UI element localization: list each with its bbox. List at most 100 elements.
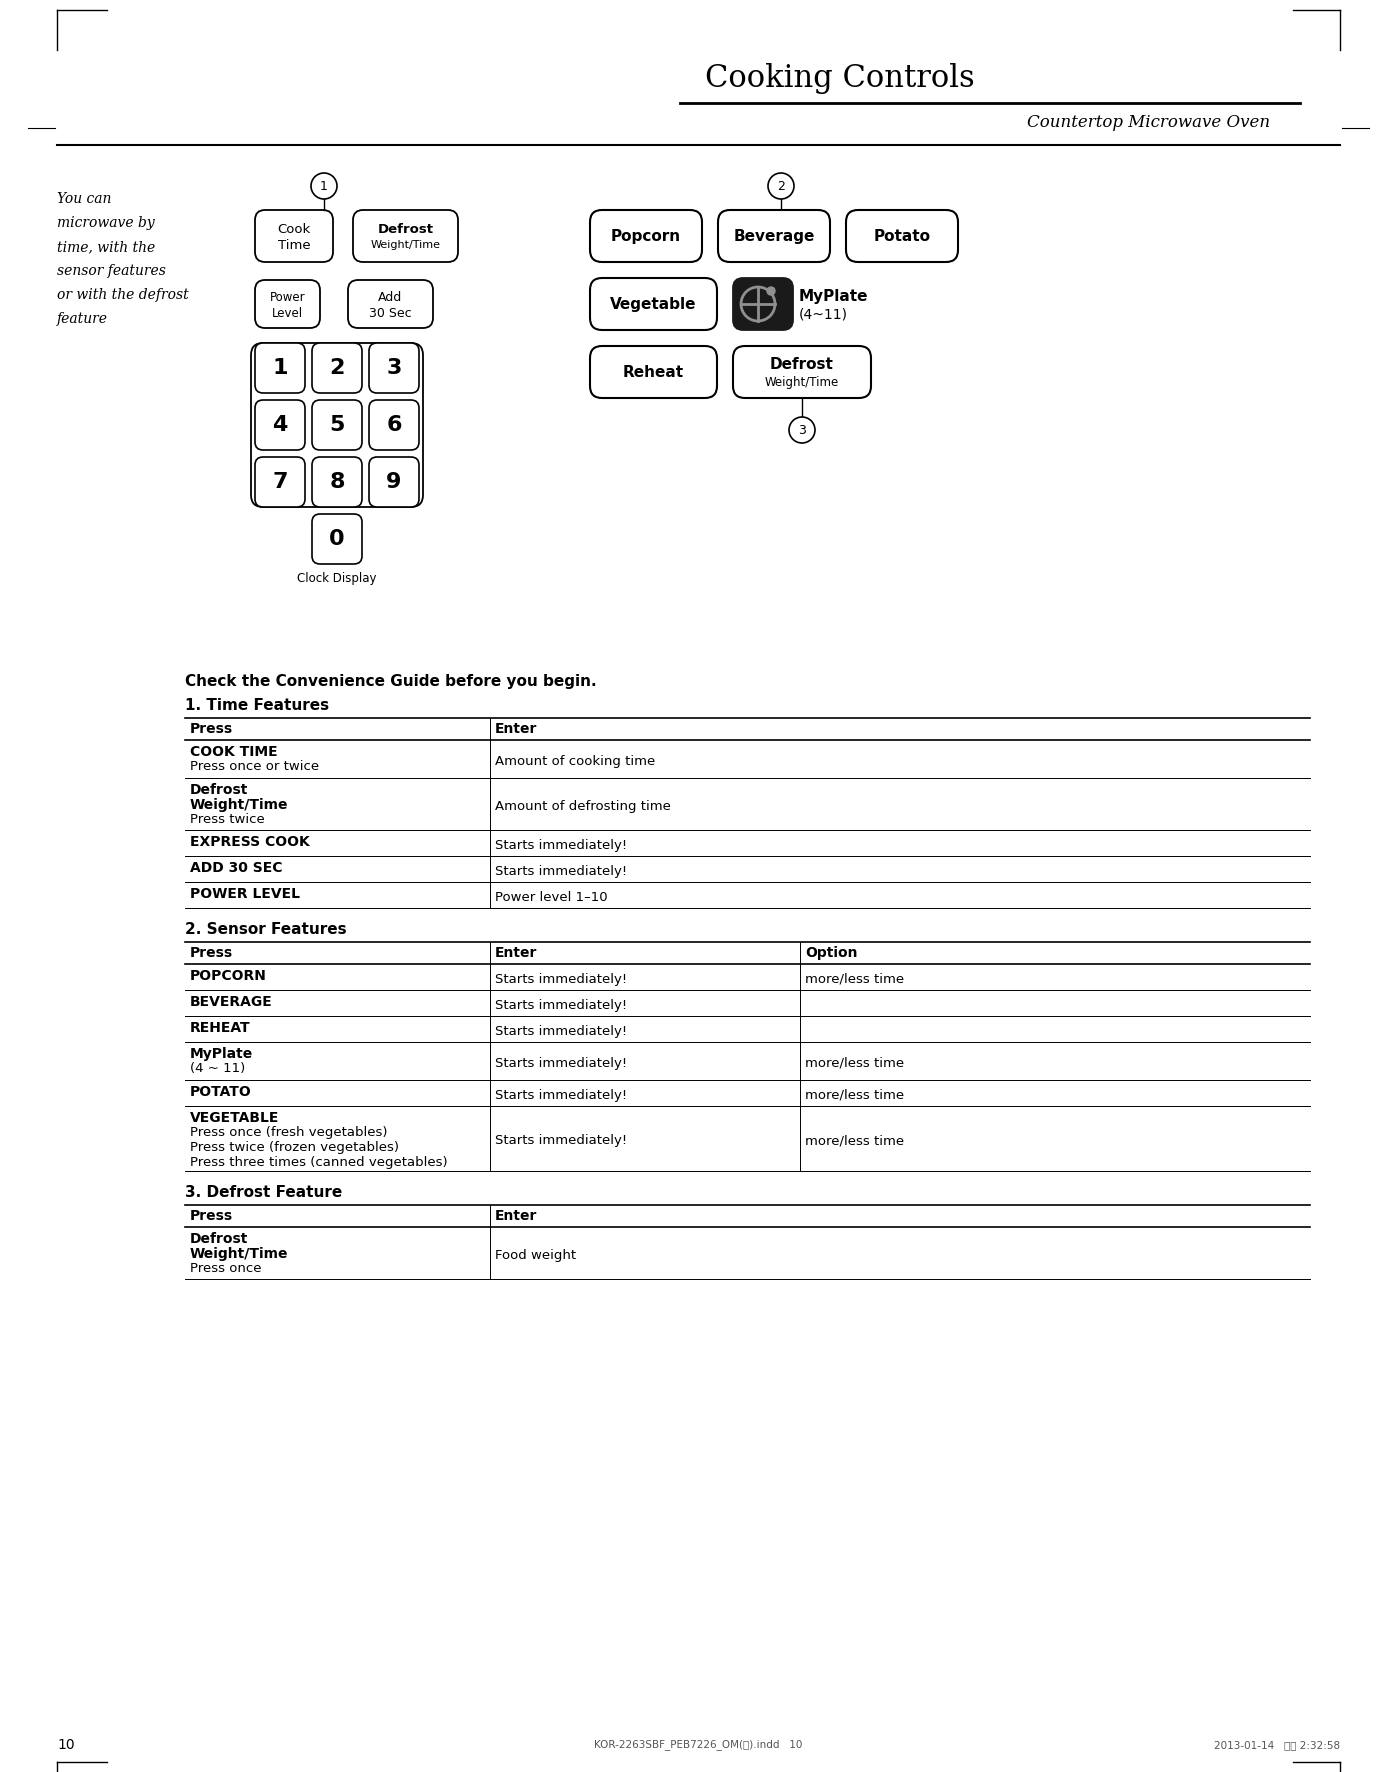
FancyBboxPatch shape xyxy=(256,457,305,507)
Text: Press: Press xyxy=(190,1209,233,1223)
Text: Starts immediately!: Starts immediately! xyxy=(495,998,627,1012)
Text: 1: 1 xyxy=(320,179,328,193)
Text: You can
microwave by
time, with the
sensor features
or with the defrost
feature: You can microwave by time, with the sens… xyxy=(57,191,189,326)
Text: Enter: Enter xyxy=(495,946,538,960)
Text: Clock Display: Clock Display xyxy=(298,572,377,585)
Text: Add: Add xyxy=(379,291,402,303)
Text: Starts immediately!: Starts immediately! xyxy=(495,865,627,877)
Text: BEVERAGE: BEVERAGE xyxy=(190,996,272,1008)
Text: VEGETABLE: VEGETABLE xyxy=(190,1111,279,1125)
Text: 3: 3 xyxy=(387,358,402,377)
Text: Cooking Controls: Cooking Controls xyxy=(705,62,975,94)
Text: 6: 6 xyxy=(386,415,402,434)
Text: Level: Level xyxy=(272,307,303,319)
FancyBboxPatch shape xyxy=(369,344,419,393)
Circle shape xyxy=(767,287,775,294)
FancyBboxPatch shape xyxy=(590,278,717,330)
Text: Starts immediately!: Starts immediately! xyxy=(495,1088,627,1102)
Text: (4~11): (4~11) xyxy=(799,307,848,321)
Text: more/less time: more/less time xyxy=(805,1134,904,1146)
Text: Popcorn: Popcorn xyxy=(610,229,682,243)
Text: 7: 7 xyxy=(272,471,288,493)
Text: KOR-2263SBF_PEB7226_OM(영).indd   10: KOR-2263SBF_PEB7226_OM(영).indd 10 xyxy=(594,1740,802,1751)
Text: 3. Defrost Feature: 3. Defrost Feature xyxy=(184,1185,342,1200)
Text: Defrost: Defrost xyxy=(190,783,249,797)
Text: more/less time: more/less time xyxy=(805,973,904,985)
Text: Vegetable: Vegetable xyxy=(610,296,697,312)
FancyBboxPatch shape xyxy=(369,400,419,450)
Text: Press twice: Press twice xyxy=(190,813,265,826)
Text: 9: 9 xyxy=(387,471,402,493)
Text: Press: Press xyxy=(190,721,233,735)
Text: Time: Time xyxy=(278,239,310,252)
FancyBboxPatch shape xyxy=(256,211,332,262)
Text: Power: Power xyxy=(270,291,306,303)
FancyBboxPatch shape xyxy=(590,211,703,262)
Text: EXPRESS COOK: EXPRESS COOK xyxy=(190,835,310,849)
Text: 4: 4 xyxy=(272,415,288,434)
FancyBboxPatch shape xyxy=(718,211,830,262)
Text: Defrost: Defrost xyxy=(770,356,834,372)
Text: Check the Convenience Guide before you begin.: Check the Convenience Guide before you b… xyxy=(184,673,597,689)
Text: COOK TIME: COOK TIME xyxy=(190,744,278,758)
Text: 2. Sensor Features: 2. Sensor Features xyxy=(184,921,346,937)
Text: Cook: Cook xyxy=(278,223,310,236)
Text: Food weight: Food weight xyxy=(495,1249,576,1262)
FancyBboxPatch shape xyxy=(369,457,419,507)
Text: Enter: Enter xyxy=(495,721,538,735)
FancyBboxPatch shape xyxy=(251,344,423,507)
FancyBboxPatch shape xyxy=(312,514,362,563)
Text: Starts immediately!: Starts immediately! xyxy=(495,973,627,985)
Text: MyPlate: MyPlate xyxy=(190,1047,253,1061)
Text: 1. Time Features: 1. Time Features xyxy=(184,698,330,712)
Text: 2: 2 xyxy=(777,179,785,193)
Text: Press twice (frozen vegetables): Press twice (frozen vegetables) xyxy=(190,1141,400,1154)
Text: Defrost: Defrost xyxy=(377,223,433,236)
FancyBboxPatch shape xyxy=(733,346,870,399)
Text: Enter: Enter xyxy=(495,1209,538,1223)
Text: more/less time: more/less time xyxy=(805,1088,904,1102)
Text: Starts immediately!: Starts immediately! xyxy=(495,1056,627,1070)
Text: Press: Press xyxy=(190,946,233,960)
Text: POTATO: POTATO xyxy=(190,1084,251,1099)
Text: Weight/Time: Weight/Time xyxy=(190,797,289,812)
Text: POPCORN: POPCORN xyxy=(190,969,267,983)
Text: Amount of defrosting time: Amount of defrosting time xyxy=(495,799,671,813)
Text: Starts immediately!: Starts immediately! xyxy=(495,838,627,852)
Text: Press once or twice: Press once or twice xyxy=(190,760,319,773)
FancyBboxPatch shape xyxy=(256,344,305,393)
Text: POWER LEVEL: POWER LEVEL xyxy=(190,888,300,900)
FancyBboxPatch shape xyxy=(312,457,362,507)
Text: Power level 1–10: Power level 1–10 xyxy=(495,891,608,904)
FancyBboxPatch shape xyxy=(312,344,362,393)
Text: Reheat: Reheat xyxy=(623,365,685,379)
FancyBboxPatch shape xyxy=(312,400,362,450)
Text: 10: 10 xyxy=(57,1738,74,1753)
Text: MyPlate: MyPlate xyxy=(799,289,869,303)
Text: Starts immediately!: Starts immediately! xyxy=(495,1024,627,1037)
Text: ADD 30 SEC: ADD 30 SEC xyxy=(190,861,282,875)
Text: Potato: Potato xyxy=(873,229,930,243)
Text: Amount of cooking time: Amount of cooking time xyxy=(495,755,655,767)
Text: (4 ~ 11): (4 ~ 11) xyxy=(190,1061,246,1076)
Text: more/less time: more/less time xyxy=(805,1056,904,1070)
Text: 30 Sec: 30 Sec xyxy=(369,307,412,319)
Text: Press once (fresh vegetables): Press once (fresh vegetables) xyxy=(190,1125,387,1139)
Text: 2: 2 xyxy=(330,358,345,377)
FancyBboxPatch shape xyxy=(590,346,717,399)
FancyBboxPatch shape xyxy=(348,280,433,328)
Text: Starts immediately!: Starts immediately! xyxy=(495,1134,627,1146)
Text: 0: 0 xyxy=(330,530,345,549)
Text: 2013-01-14   오후 2:32:58: 2013-01-14 오후 2:32:58 xyxy=(1214,1740,1340,1751)
Text: 1: 1 xyxy=(272,358,288,377)
Text: Press once: Press once xyxy=(190,1262,261,1276)
Text: Weight/Time: Weight/Time xyxy=(370,239,440,250)
FancyBboxPatch shape xyxy=(733,278,793,330)
Text: Weight/Time: Weight/Time xyxy=(766,376,840,388)
Text: REHEAT: REHEAT xyxy=(190,1021,250,1035)
Text: Beverage: Beverage xyxy=(733,229,814,243)
Text: 5: 5 xyxy=(330,415,345,434)
Text: Countertop Microwave Oven: Countertop Microwave Oven xyxy=(1027,113,1270,131)
Text: Weight/Time: Weight/Time xyxy=(190,1247,289,1262)
Text: 8: 8 xyxy=(330,471,345,493)
